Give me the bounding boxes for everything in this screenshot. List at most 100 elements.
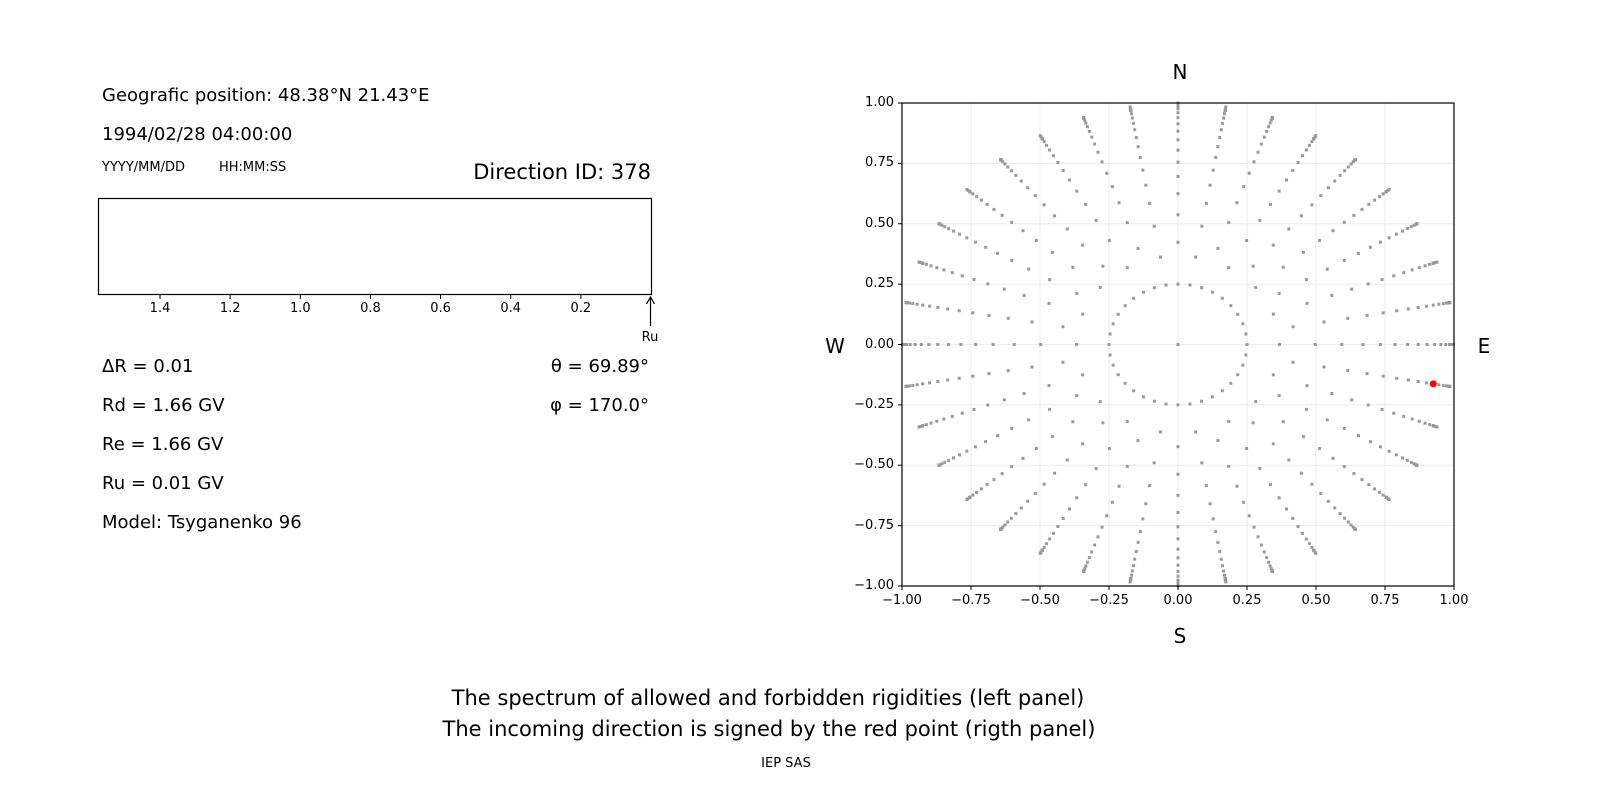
direction-grid-point bbox=[973, 240, 977, 244]
direction-grid-point bbox=[1176, 175, 1180, 179]
direction-grid-point bbox=[1220, 296, 1224, 300]
direction-grid-point bbox=[1439, 343, 1443, 346]
direction-grid-point bbox=[1081, 243, 1085, 247]
direction-grid-point bbox=[1281, 420, 1285, 424]
direction-grid-point bbox=[1010, 220, 1014, 224]
direction-grid-point bbox=[1342, 220, 1346, 224]
x-tick-label: 0.8 bbox=[360, 301, 381, 316]
compass-west: W bbox=[825, 334, 845, 358]
direction-grid-point bbox=[1090, 550, 1094, 554]
direction-grid-point bbox=[947, 458, 951, 462]
direction-grid-point bbox=[1136, 439, 1140, 443]
rigidity-spectrum-chart bbox=[97, 197, 656, 326]
direction-grid-point bbox=[1176, 122, 1180, 126]
direction-grid-point bbox=[1000, 472, 1004, 476]
direction-grid-point bbox=[1441, 302, 1445, 306]
direction-grid-point bbox=[1402, 271, 1406, 275]
direction-grid-point bbox=[1211, 290, 1214, 294]
direction-grid-point bbox=[1425, 343, 1429, 346]
direction-grid-point bbox=[1211, 517, 1215, 521]
direction-grid-point bbox=[1176, 578, 1180, 582]
x-tick-label: 0.00 bbox=[1163, 593, 1193, 608]
direction-grid-point bbox=[1338, 512, 1342, 516]
direction-grid-point bbox=[1423, 264, 1427, 268]
direction-grid-point bbox=[1075, 189, 1079, 193]
direction-grid-point bbox=[1176, 116, 1180, 120]
direction-grid-point bbox=[1291, 360, 1295, 364]
direction-grid-point bbox=[1331, 456, 1335, 460]
direction-grid-point bbox=[1305, 384, 1309, 388]
direction-grid-point bbox=[1222, 116, 1226, 120]
direction-grid-point bbox=[1083, 118, 1087, 122]
direction-grid-point bbox=[1034, 239, 1038, 243]
direction-grid-point bbox=[1247, 171, 1251, 175]
direction-grid-point bbox=[1416, 305, 1420, 309]
direction-grid-point bbox=[1224, 105, 1228, 109]
direction-grid-point bbox=[1022, 392, 1026, 396]
direction-grid-point bbox=[992, 207, 996, 211]
direction-grid-point bbox=[1002, 398, 1006, 402]
direction-grid-point bbox=[1270, 569, 1274, 573]
direction-grid-point bbox=[1271, 373, 1275, 377]
direction-grid-point bbox=[943, 460, 947, 464]
direction-grid-point bbox=[1081, 373, 1085, 377]
direction-grid-point bbox=[1406, 343, 1410, 346]
direction-grid-point bbox=[1310, 203, 1314, 207]
direction-grid-point bbox=[1061, 169, 1065, 173]
direction-grid-point bbox=[1301, 435, 1305, 439]
direction-grid-point bbox=[1340, 343, 1344, 346]
direction-grid-point bbox=[1381, 311, 1385, 315]
direction-grid-point bbox=[921, 424, 925, 428]
direction-grid-point bbox=[1141, 168, 1145, 172]
direction-grid-point bbox=[1235, 201, 1239, 205]
direction-grid-point bbox=[1010, 465, 1014, 469]
direction-grid-point bbox=[1093, 543, 1097, 547]
direction-grid-point bbox=[1322, 365, 1326, 369]
direction-grid-point bbox=[1133, 557, 1137, 561]
direction-grid-point bbox=[1116, 373, 1120, 377]
direction-grid-point bbox=[1222, 569, 1226, 573]
direction-grid-point bbox=[1176, 104, 1180, 108]
direction-grid-point bbox=[1229, 304, 1233, 308]
direction-grid-point bbox=[1258, 218, 1262, 222]
direction-grid-point bbox=[1176, 525, 1180, 529]
direction-grid-point bbox=[1110, 185, 1114, 189]
direction-grid-point bbox=[936, 380, 940, 384]
direction-grid-point bbox=[972, 278, 976, 282]
direction-grid-point bbox=[1128, 580, 1132, 584]
x-tick-label: −0.50 bbox=[1020, 593, 1060, 608]
direction-grid-point bbox=[1227, 221, 1231, 225]
direction-grid-point bbox=[1346, 165, 1350, 169]
x-tick-label: 1.0 bbox=[289, 301, 311, 316]
direction-grid-point bbox=[1224, 580, 1228, 584]
direction-grid-point bbox=[1075, 496, 1079, 500]
direction-grid-point bbox=[1034, 446, 1038, 450]
direction-grid-point bbox=[1304, 407, 1308, 411]
direction-grid-point bbox=[960, 411, 964, 415]
direction-grid-point bbox=[937, 463, 941, 467]
direction-grid-point bbox=[1387, 236, 1391, 240]
direction-grid-point bbox=[952, 229, 956, 233]
direction-grid-point bbox=[1291, 325, 1295, 329]
direction-grid-point bbox=[1214, 530, 1218, 534]
direction-grid-point bbox=[1125, 419, 1129, 423]
direction-grid-point bbox=[1227, 419, 1231, 423]
direction-grid-point bbox=[1130, 573, 1134, 577]
direction-grid-point bbox=[1006, 369, 1010, 373]
direction-grid-point bbox=[1216, 145, 1220, 149]
direction-grid-point bbox=[1417, 419, 1421, 423]
direction-grid-point bbox=[1235, 484, 1239, 488]
direction-grid-point bbox=[1123, 304, 1127, 308]
x-tick-label: 1.2 bbox=[219, 301, 241, 316]
y-tick-label: −0.50 bbox=[854, 457, 894, 473]
direction-grid-point bbox=[1310, 482, 1314, 486]
delta-r: ΔR = 0.01 bbox=[102, 356, 194, 377]
direction-grid-point bbox=[1312, 549, 1316, 553]
direction-grid-point bbox=[943, 225, 947, 229]
direction-grid-point bbox=[911, 383, 915, 387]
direction-grid-point bbox=[1373, 487, 1377, 491]
direction-grid-point bbox=[1067, 507, 1071, 511]
direction-grid-point bbox=[1188, 402, 1192, 406]
model-name: Model: Tsyganenko 96 bbox=[102, 512, 302, 533]
direction-grid-point bbox=[1380, 278, 1384, 282]
